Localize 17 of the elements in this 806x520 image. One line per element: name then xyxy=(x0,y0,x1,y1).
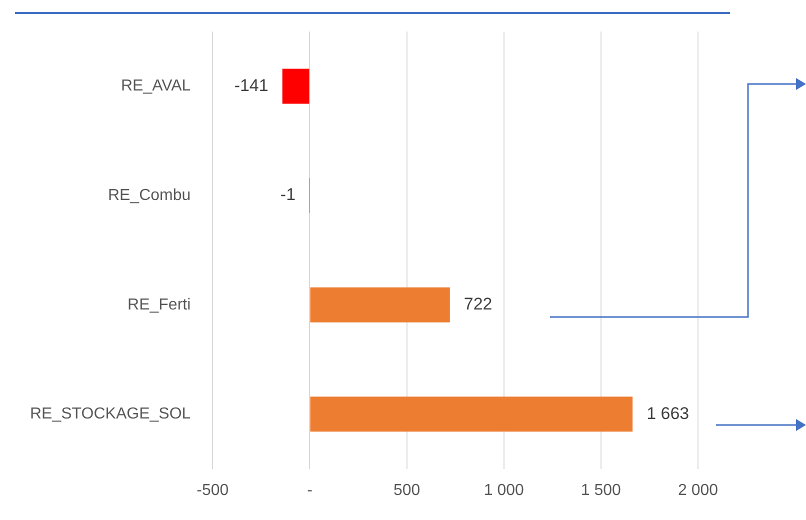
x-tick-label: 1 000 xyxy=(484,482,524,499)
data-label: 722 xyxy=(464,294,492,314)
y-tick-label: RE_STOCKAGE_SOL xyxy=(30,406,191,423)
x-tick-label: - xyxy=(307,482,312,499)
x-tick-label: -500 xyxy=(196,482,229,499)
x-tick-label: 500 xyxy=(393,482,420,499)
bar xyxy=(310,396,633,432)
y-tick-label: RE_Combu xyxy=(108,186,191,204)
x-tick-label: 2 000 xyxy=(678,482,718,499)
x-tick-label: 1 500 xyxy=(580,482,622,499)
data-label: -1 xyxy=(280,185,296,204)
bar xyxy=(310,287,450,322)
data-label: 1 663 xyxy=(646,404,690,423)
y-tick-label: RE_AVAL xyxy=(120,78,191,95)
bar xyxy=(282,68,310,104)
y-tick-label: RE_Ferti xyxy=(128,296,191,314)
data-label: -141 xyxy=(234,76,268,95)
